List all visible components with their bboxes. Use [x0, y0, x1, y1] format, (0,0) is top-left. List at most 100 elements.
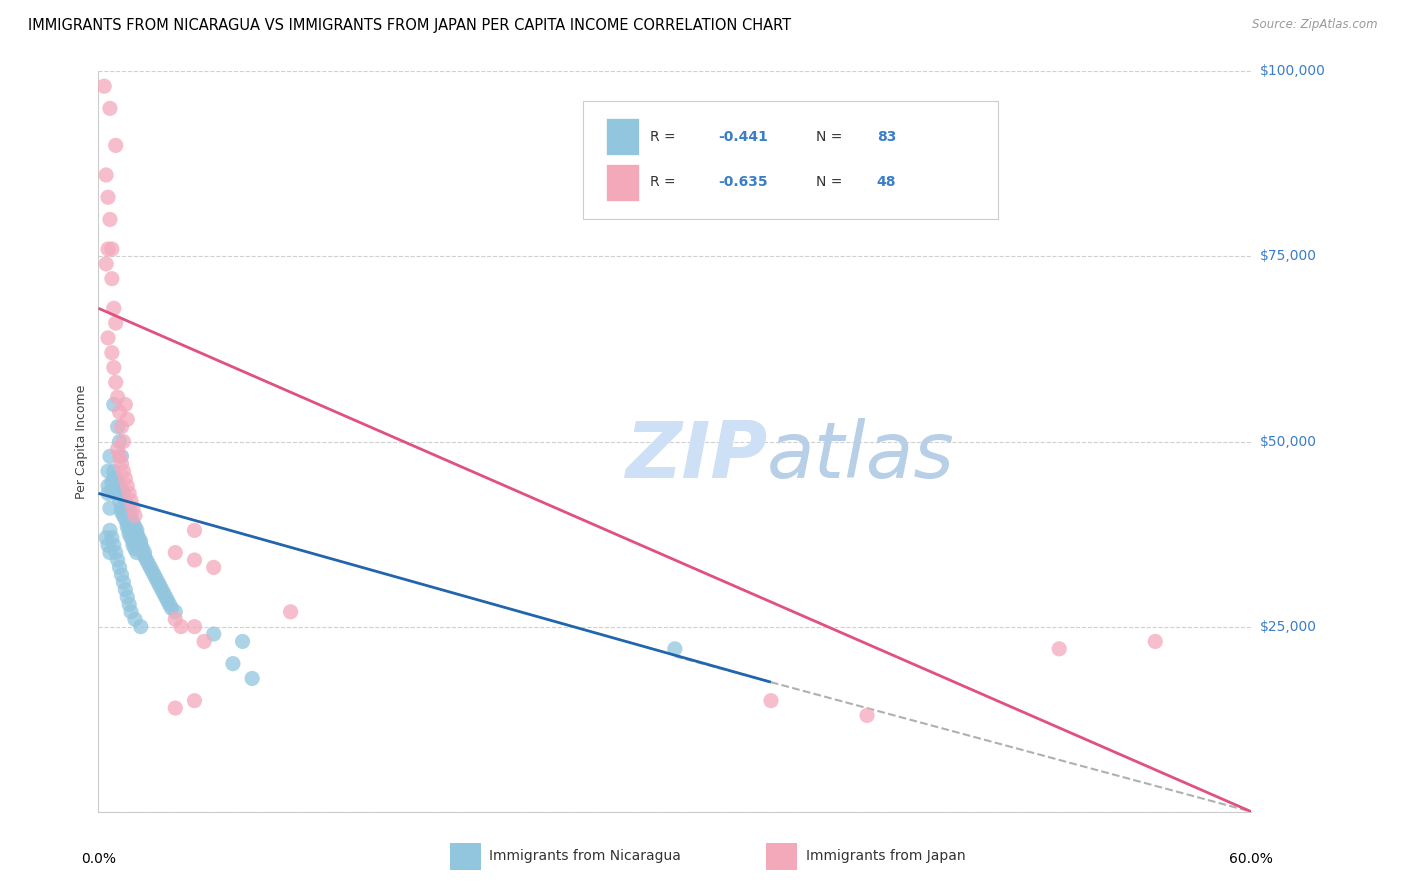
Point: [104, 483, 127, 497]
Point: [240, 672, 263, 686]
Text: Source: ZipAtlas.com: Source: ZipAtlas.com: [1253, 18, 1378, 31]
Point: [107, 419, 129, 434]
Point: [156, 593, 179, 607]
Point: [141, 564, 163, 578]
Point: [1144, 634, 1167, 648]
Point: [183, 553, 205, 567]
Point: [231, 634, 254, 648]
Point: [110, 505, 132, 519]
Point: [94, 531, 117, 545]
Point: [124, 508, 146, 523]
Point: [98, 545, 121, 560]
Point: [117, 498, 138, 512]
Text: $75,000: $75,000: [1260, 250, 1316, 263]
Point: [129, 538, 152, 552]
Point: [120, 605, 142, 619]
Point: [97, 242, 120, 256]
Point: [1047, 641, 1070, 656]
Point: [93, 79, 115, 94]
Point: [124, 541, 146, 556]
Point: [98, 212, 121, 227]
Y-axis label: Per Capita Income: Per Capita Income: [75, 384, 89, 499]
Point: [112, 508, 135, 523]
Point: [125, 524, 148, 538]
Text: ZIP: ZIP: [624, 418, 768, 494]
Point: [124, 612, 146, 626]
Point: [125, 527, 148, 541]
FancyBboxPatch shape: [606, 119, 640, 154]
Point: [125, 545, 148, 560]
Point: [120, 493, 142, 508]
Point: [165, 612, 187, 626]
Point: [108, 450, 131, 464]
Point: [112, 434, 135, 449]
Point: [143, 567, 166, 582]
Point: [101, 271, 124, 285]
Point: [103, 538, 125, 552]
Point: [120, 512, 142, 526]
Point: [183, 619, 205, 633]
Point: [135, 553, 157, 567]
Point: [122, 538, 145, 552]
Text: 60.0%: 60.0%: [1229, 853, 1274, 866]
Point: [103, 360, 125, 375]
Point: [104, 376, 127, 390]
Text: atlas: atlas: [768, 418, 955, 494]
Point: [97, 190, 120, 204]
Point: [108, 493, 131, 508]
Point: [110, 501, 132, 516]
Point: [134, 549, 156, 564]
Point: [128, 531, 150, 545]
Point: [160, 601, 183, 615]
Point: [120, 531, 142, 545]
Point: [129, 619, 152, 633]
Point: [94, 168, 117, 182]
Text: Immigrants from Nicaragua: Immigrants from Nicaragua: [489, 849, 681, 863]
Point: [120, 508, 142, 523]
Point: [103, 301, 125, 316]
Text: $50,000: $50,000: [1260, 434, 1316, 449]
Point: [124, 519, 146, 533]
Text: 48: 48: [877, 176, 896, 189]
Point: [117, 412, 138, 426]
Text: N =: N =: [815, 176, 846, 189]
Text: $100,000: $100,000: [1260, 64, 1326, 78]
Point: [131, 541, 153, 556]
Point: [183, 524, 205, 538]
Point: [117, 479, 138, 493]
Point: [114, 471, 136, 485]
Point: [114, 493, 136, 508]
Point: [94, 257, 117, 271]
Point: [110, 457, 132, 471]
Point: [139, 560, 162, 574]
Point: [97, 331, 120, 345]
Point: [117, 590, 138, 604]
Point: [110, 567, 132, 582]
Text: -0.441: -0.441: [718, 129, 769, 144]
Point: [145, 572, 167, 586]
Point: [170, 619, 193, 633]
Point: [118, 598, 141, 612]
Point: [149, 579, 172, 593]
Point: [114, 512, 136, 526]
Point: [107, 486, 129, 500]
Point: [108, 434, 131, 449]
Text: $25,000: $25,000: [1260, 620, 1316, 633]
Point: [101, 483, 124, 497]
Point: [101, 242, 124, 256]
Point: [159, 598, 181, 612]
Point: [152, 586, 174, 600]
FancyBboxPatch shape: [582, 101, 998, 219]
Text: 83: 83: [877, 129, 896, 144]
Point: [101, 345, 124, 359]
Point: [103, 397, 125, 411]
Point: [165, 545, 187, 560]
Point: [97, 538, 120, 552]
Point: [112, 464, 135, 478]
Point: [104, 486, 127, 500]
Point: [112, 486, 135, 500]
Point: [150, 582, 173, 597]
Point: [108, 405, 131, 419]
Point: [101, 475, 124, 490]
Point: [202, 560, 225, 574]
